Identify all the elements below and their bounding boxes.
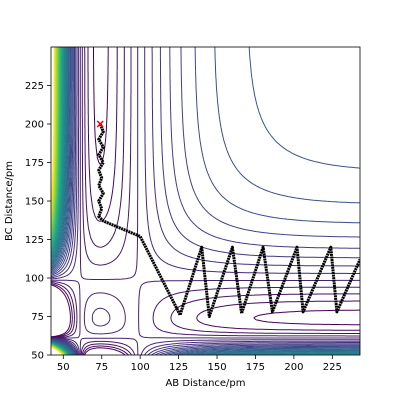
contour-line bbox=[51, 47, 360, 355]
x-tick-label: 100 bbox=[131, 362, 150, 373]
x-tick-label: 150 bbox=[207, 362, 226, 373]
contour-line bbox=[51, 47, 360, 355]
y-tick-label: 100 bbox=[25, 274, 44, 285]
contour-line bbox=[51, 47, 360, 355]
y-tick-label: 225 bbox=[25, 81, 44, 92]
y-tick-label: 175 bbox=[25, 158, 44, 169]
x-tick-label: 225 bbox=[323, 362, 342, 373]
x-tick-label: 200 bbox=[284, 362, 303, 373]
contour-line bbox=[51, 47, 360, 355]
start-marker bbox=[96, 120, 104, 128]
contour-line bbox=[51, 47, 360, 355]
contour-line bbox=[51, 47, 360, 355]
contour-line bbox=[51, 47, 360, 355]
contour-line bbox=[51, 47, 360, 355]
contour-line bbox=[51, 47, 360, 355]
x-axis-label: AB Distance/pm bbox=[165, 378, 245, 389]
y-tick-label: 50 bbox=[31, 351, 44, 362]
y-tick-label: 75 bbox=[31, 312, 44, 323]
contour-line bbox=[51, 47, 360, 355]
trajectory bbox=[97, 123, 360, 318]
contour-line bbox=[51, 47, 360, 355]
y-tick-label: 150 bbox=[25, 197, 44, 208]
x-tick-label: 175 bbox=[246, 362, 265, 373]
y-tick-label: 125 bbox=[25, 235, 44, 246]
contour-layer bbox=[51, 47, 360, 355]
trajectory-layer bbox=[96, 120, 360, 318]
y-axis-label: BC Distance/pm bbox=[4, 161, 15, 241]
contour-line bbox=[51, 47, 360, 355]
contour-line bbox=[51, 47, 360, 355]
x-tick-label: 125 bbox=[169, 362, 188, 373]
x-tick-label: 75 bbox=[95, 362, 108, 373]
y-tick-label: 200 bbox=[25, 120, 44, 131]
x-tick-label: 50 bbox=[57, 362, 70, 373]
